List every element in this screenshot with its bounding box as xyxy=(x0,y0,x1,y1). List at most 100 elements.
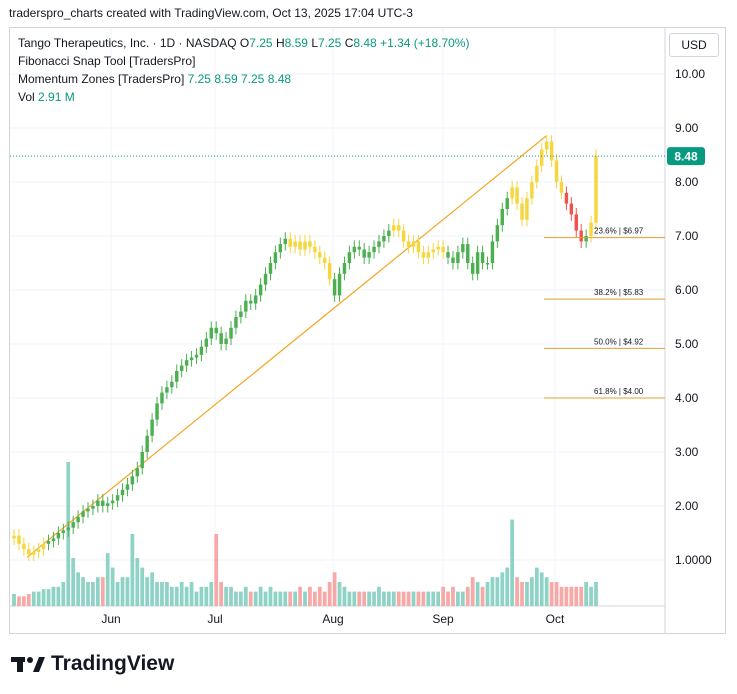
candle-body xyxy=(283,238,287,245)
volume-bar xyxy=(303,591,307,606)
candle-body xyxy=(184,360,189,366)
candle-body xyxy=(461,244,465,253)
volume-bar xyxy=(416,591,421,606)
candle-body xyxy=(362,249,366,258)
candle-body xyxy=(347,252,352,263)
candle-body xyxy=(170,381,174,388)
momentum-values: 7.25 8.59 7.25 8.48 xyxy=(187,72,292,86)
volume-bar xyxy=(239,591,243,606)
candle-body xyxy=(150,419,154,436)
candle-body xyxy=(530,182,534,199)
volume-bar xyxy=(209,582,214,606)
trendline xyxy=(26,135,547,558)
volume-bar xyxy=(436,591,441,606)
volume-bar xyxy=(179,582,184,606)
tradingview-logo[interactable]: TradingView xyxy=(11,652,174,676)
volume-bar xyxy=(214,534,219,606)
volume-bar xyxy=(332,572,337,606)
volume-bar xyxy=(485,582,490,606)
candle-body xyxy=(41,543,46,550)
chart-legend: Tango Therapeutics, Inc. · 1D · NASDAQ O… xyxy=(18,34,469,106)
currency-button[interactable]: USD xyxy=(669,33,719,57)
candle-body xyxy=(27,549,31,555)
volume-bar xyxy=(465,586,470,606)
volume-bar xyxy=(21,596,26,606)
candle-body xyxy=(115,495,120,501)
volume-bar xyxy=(584,582,589,606)
volume-bar xyxy=(268,586,273,606)
volume-bar xyxy=(594,582,598,606)
candle-body xyxy=(377,241,381,247)
price-tick-label: 9.00 xyxy=(675,121,699,135)
volume-bar xyxy=(530,577,534,606)
volume-bar xyxy=(253,591,258,606)
candle-body xyxy=(244,300,248,312)
volume-bar xyxy=(347,591,352,606)
indicator-fib-row[interactable]: Fibonacci Snap Tool [TradersPro] xyxy=(18,54,196,68)
volume-bar xyxy=(31,591,36,606)
candle-body xyxy=(367,252,371,258)
chart-caption: traderspro_charts created with TradingVi… xyxy=(9,6,413,20)
candle-body xyxy=(160,392,164,404)
candle-body xyxy=(342,263,347,274)
volume-bar xyxy=(199,586,204,606)
volume-bar xyxy=(431,591,436,606)
candle-body xyxy=(337,273,342,296)
candle-body xyxy=(401,230,406,242)
volume-bar xyxy=(495,577,500,606)
volume-bar xyxy=(441,586,445,606)
candle-body xyxy=(140,452,144,469)
fib-level-label: 61.8% | $4.00 xyxy=(594,387,644,396)
volume-bar xyxy=(135,558,140,606)
candle-body xyxy=(584,236,588,242)
volume-bar xyxy=(51,586,56,606)
volume-bar xyxy=(510,519,515,606)
candle-body xyxy=(234,317,238,328)
candle-body xyxy=(293,241,297,247)
candle-body xyxy=(490,241,495,263)
volume-bar xyxy=(505,567,510,606)
volume-bar xyxy=(155,582,159,606)
close-value: 8.48 xyxy=(353,36,377,50)
volume-bar xyxy=(258,586,263,606)
high-value: 8.59 xyxy=(284,36,308,50)
candle-body xyxy=(32,551,36,555)
volume-bar xyxy=(421,591,426,606)
volume-bar xyxy=(322,591,327,606)
volume-bar xyxy=(105,553,110,606)
volume-bar xyxy=(36,591,41,606)
volume-bar xyxy=(234,591,238,606)
candle-body xyxy=(22,543,26,550)
volume-row[interactable]: Vol 2.91 M xyxy=(18,90,75,104)
candle-body xyxy=(36,549,41,552)
candle-body xyxy=(372,246,376,253)
candle-body xyxy=(101,500,105,506)
candle-body xyxy=(96,500,100,506)
chart-frame[interactable] xyxy=(9,27,726,634)
candle-body xyxy=(313,246,317,253)
volume-bar xyxy=(446,591,450,606)
volume-bar xyxy=(564,586,569,606)
symbol-label: Tango Therapeutics, Inc. · 1D · NASDAQ xyxy=(18,36,237,50)
volume-bar xyxy=(544,577,549,606)
volume-bar xyxy=(293,591,298,606)
price-tick-label: 7.00 xyxy=(675,229,699,243)
volume-bar xyxy=(71,558,76,606)
volume-bar xyxy=(377,586,381,606)
volume-bar xyxy=(145,577,150,606)
candle-body xyxy=(480,252,485,263)
volume-bar xyxy=(372,591,376,606)
volume-bar xyxy=(337,582,342,606)
price-tick-label: 4.00 xyxy=(675,391,699,405)
candle-body xyxy=(357,246,361,250)
candle-body xyxy=(559,182,564,193)
candle-body xyxy=(263,273,268,285)
candle-body xyxy=(110,500,115,504)
volume-bar xyxy=(140,567,145,606)
symbol-row[interactable]: Tango Therapeutics, Inc. · 1D · NASDAQ O… xyxy=(18,36,470,50)
indicator-momentum-row[interactable]: Momentum Zones [TradersPro] 7.25 8.59 7.… xyxy=(18,72,292,86)
volume-bar xyxy=(26,594,31,606)
volume-bar xyxy=(470,577,475,606)
candle-body xyxy=(135,468,140,477)
